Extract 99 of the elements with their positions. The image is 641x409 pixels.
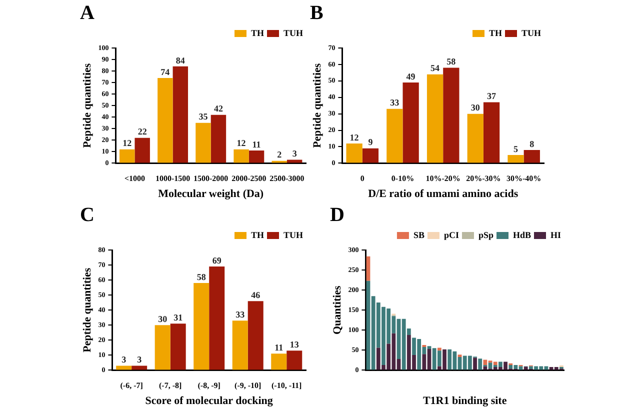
data-label: 9	[368, 137, 374, 148]
bar	[362, 148, 379, 163]
x-tick-label: (-6, -7]	[120, 381, 144, 390]
y-axis-title: Peptide quantities	[81, 62, 94, 148]
data-label: 31	[174, 312, 184, 322]
x-tick-label: 1500-2000	[194, 174, 228, 184]
bar	[467, 114, 484, 163]
bar	[426, 74, 444, 163]
bar	[196, 122, 211, 163]
legend-label: TH	[250, 230, 264, 240]
data-label: 11	[252, 139, 262, 150]
data-label: 42	[214, 104, 224, 114]
data-label: 13	[290, 339, 300, 350]
data-label: 58	[196, 272, 206, 282]
x-tick-label: (-10, -11]	[272, 381, 302, 390]
bar	[346, 143, 362, 163]
chart-title: D	[330, 204, 344, 226]
x-tick-label: 2500-3000	[270, 174, 304, 184]
data-label: 5	[514, 144, 518, 154]
bar	[483, 102, 500, 163]
bar	[132, 366, 148, 370]
data-label: 3	[137, 354, 142, 365]
bar	[158, 78, 173, 163]
bar	[402, 82, 419, 163]
legend-label: TUH	[283, 230, 304, 240]
bar	[386, 108, 403, 163]
chart-title: A	[80, 2, 95, 24]
data-label: 11	[274, 342, 284, 352]
bar	[508, 154, 524, 163]
x-tick-label: 1000-1500	[155, 174, 190, 184]
data-label: 37	[487, 91, 497, 102]
x-axis-title: T1R1 binding site	[422, 395, 507, 408]
bar	[524, 150, 540, 163]
data-label: 30	[158, 314, 168, 324]
x-tick-label: 20%-30%	[466, 174, 501, 184]
x-axis-title: Score of molecular docking	[145, 395, 274, 408]
bar	[232, 320, 248, 370]
data-label: 2	[277, 150, 282, 160]
data-label: 35	[198, 112, 208, 122]
legend-label: TUH	[283, 28, 304, 38]
legend-label: HI	[550, 230, 562, 240]
x-tick-label: (-9, -10]	[234, 381, 262, 390]
bar	[120, 149, 135, 163]
data-label: 12	[122, 138, 132, 148]
legend-label: TH	[250, 28, 264, 38]
bar	[286, 160, 302, 163]
data-label: 3	[122, 354, 127, 365]
bar	[210, 114, 226, 163]
x-tick-label: <1000	[124, 174, 146, 184]
x-tick-label: (-8, -9]	[198, 381, 221, 390]
bar	[248, 150, 264, 163]
bar	[248, 301, 264, 370]
x-axis-title: Molecular weight (Da)	[158, 188, 264, 200]
x-axis-title: D/E ratio of umami amino acids	[368, 188, 519, 200]
data-label: 22	[138, 126, 148, 137]
data-label: 54	[430, 63, 440, 74]
legend-label: HdB	[512, 230, 532, 240]
data-label: 33	[390, 98, 400, 108]
data-label: 33	[236, 309, 246, 320]
legend-label: pCI	[444, 230, 460, 240]
bar	[437, 348, 442, 351]
x-tick-label: (-7, -8]	[159, 381, 182, 390]
y-axis-title: Peptide quantities	[311, 62, 324, 148]
data-label: 30	[470, 102, 480, 113]
y-axis-title: Quantities	[331, 284, 344, 335]
bar	[194, 283, 210, 370]
bar	[234, 149, 249, 163]
data-label: 58	[446, 56, 456, 67]
chart-title: B	[310, 2, 324, 24]
legend-label: TH	[488, 28, 502, 38]
bar	[172, 66, 188, 163]
data-label: 12	[236, 138, 246, 148]
legend-label: TUH	[521, 28, 542, 38]
bar	[116, 366, 132, 370]
chart-title: C	[80, 204, 94, 226]
bar	[366, 256, 370, 281]
bar	[209, 266, 225, 370]
x-tick-label: 10%-20%	[426, 174, 460, 184]
data-label: 12	[350, 132, 360, 142]
x-tick-label: 2000-2500	[232, 174, 266, 184]
data-label: 46	[251, 290, 261, 300]
bar	[154, 325, 170, 370]
bar	[473, 358, 477, 370]
bar	[134, 138, 150, 163]
data-label: 49	[406, 71, 416, 82]
data-label: 8	[530, 138, 535, 149]
data-label: 69	[212, 255, 222, 266]
legend-label: pSp	[478, 230, 494, 240]
bar	[286, 350, 302, 370]
legend-label: SB	[413, 230, 424, 240]
x-tick-label: 30%-40%	[506, 174, 542, 184]
bar	[170, 324, 186, 370]
y-axis-title: Peptide quantities	[81, 267, 94, 352]
data-label: 84	[176, 55, 186, 66]
x-tick-label: 0-10%	[391, 174, 414, 184]
data-label: 3	[292, 148, 298, 159]
bar	[443, 68, 460, 163]
bar	[271, 354, 287, 370]
data-label: 74	[160, 66, 170, 77]
